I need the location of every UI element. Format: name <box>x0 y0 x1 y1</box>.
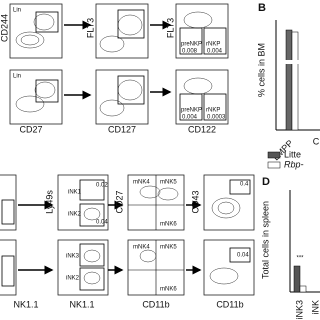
category-label: iNK3 <box>294 300 304 320</box>
contour <box>157 187 179 201</box>
gate <box>35 11 59 33</box>
legend: Litte Rbp- <box>267 149 304 169</box>
gate-label: Lin <box>13 74 21 80</box>
gate-value: 0.004 <box>207 49 223 55</box>
gate-value: 0.4 <box>240 182 249 188</box>
x-label: CD122 <box>188 124 216 134</box>
panel-b: B % cells in BM LMPP C <box>256 2 320 162</box>
contour <box>217 201 235 215</box>
axis-break <box>284 60 302 64</box>
x-label: CD11b <box>142 299 169 309</box>
gate-label: rNKP <box>206 108 220 114</box>
panel-a-row-2: Lin CD27 CD127 preNKP rNKP 0.004 0.0003 … <box>9 69 229 134</box>
panel-nk: NK1.1 Ly49s iNK1 0.02 iNK2 0.04 iNK3 iNK… <box>0 174 255 309</box>
bar <box>291 31 299 131</box>
y-label: FLT3 <box>165 18 175 38</box>
x-label: CD27 <box>19 124 42 134</box>
bar <box>293 265 301 293</box>
x-label: CD11b <box>216 299 243 309</box>
legend-swatch <box>267 151 281 159</box>
gate-label: mNK4 <box>133 180 150 186</box>
gate-label: iNK3 <box>66 254 80 260</box>
contour <box>211 197 241 219</box>
contour <box>15 31 45 49</box>
x-label: NK1.1 <box>69 299 94 309</box>
contour <box>209 267 239 285</box>
legend-swatch <box>267 161 281 169</box>
y-label: Total cells in spleen <box>260 201 270 279</box>
contour <box>15 95 45 113</box>
gate-label: mNK5 <box>160 245 177 251</box>
y-label: Ly49s <box>44 190 54 214</box>
gate <box>229 247 251 263</box>
panel-label: D <box>262 176 270 188</box>
gate-label: mNK6 <box>160 222 177 228</box>
gate <box>79 243 105 267</box>
gate <box>117 9 145 39</box>
gate-value: 0.004 <box>182 115 198 121</box>
gate <box>35 79 59 103</box>
gate-label: iNK2 <box>66 276 80 282</box>
bar <box>299 285 307 293</box>
plot <box>57 174 109 231</box>
x-label: CD127 <box>108 124 136 134</box>
contour <box>34 81 56 99</box>
plot <box>95 69 149 125</box>
panel-label: B <box>258 2 266 14</box>
y-label: CD43 <box>190 190 200 213</box>
gate-label: iNK1 <box>68 190 82 196</box>
legend-label: Litte <box>284 149 301 159</box>
contour <box>83 207 101 221</box>
gate-label: preNKP <box>181 108 202 114</box>
contour <box>20 34 40 46</box>
category-label: iNK <box>310 300 320 315</box>
gate <box>1 199 15 225</box>
contour <box>99 35 125 53</box>
gate <box>79 179 105 201</box>
plot <box>203 239 255 296</box>
gate <box>229 179 251 195</box>
contour <box>139 185 161 199</box>
category-label: C <box>313 136 320 146</box>
x-label: NK1.1 <box>13 299 38 309</box>
bar <box>285 29 293 131</box>
gate <box>203 27 227 55</box>
panel-a: Lin CD244 FLT3 preNKP rNKP 0.008 0.004 F… <box>0 3 229 59</box>
gate-value: 0.04 <box>237 253 249 259</box>
gate-value: 0.02 <box>96 183 108 189</box>
gate-label: mNK5 <box>160 180 177 186</box>
gate <box>117 75 145 105</box>
legend-label: Rbp- <box>284 159 304 169</box>
panel-d: D Total cells in spleen *** iNK3 iNK <box>260 176 320 320</box>
y-label: % cells in BM <box>256 43 266 97</box>
contour <box>33 13 55 31</box>
y-label: CD27 <box>114 190 124 213</box>
contour <box>83 271 101 285</box>
contour <box>99 99 125 117</box>
gate-label: iNK2 <box>68 212 82 218</box>
gate-label: rNKP <box>206 42 220 48</box>
gate <box>79 267 105 291</box>
gate-label: mNK4 <box>133 245 150 251</box>
plot <box>0 239 17 296</box>
gate-label: mNK6 <box>160 287 177 293</box>
gate <box>79 203 105 227</box>
gate <box>203 93 227 121</box>
gate-label: Lin <box>13 8 21 14</box>
y-label: CD244 <box>0 14 9 42</box>
plot <box>57 239 109 296</box>
gate <box>1 255 15 287</box>
gate-value: 0.04 <box>96 220 108 226</box>
plot <box>0 174 17 231</box>
contour <box>139 249 157 263</box>
gate-label: preNKP <box>181 42 202 48</box>
gate-value: 0.008 <box>182 49 198 55</box>
significance: *** <box>296 256 304 262</box>
gate <box>179 93 203 121</box>
y-label: FLT3 <box>85 18 95 38</box>
contour <box>83 249 101 263</box>
gate-value: 0.0003 <box>207 115 226 121</box>
gate <box>179 27 203 55</box>
